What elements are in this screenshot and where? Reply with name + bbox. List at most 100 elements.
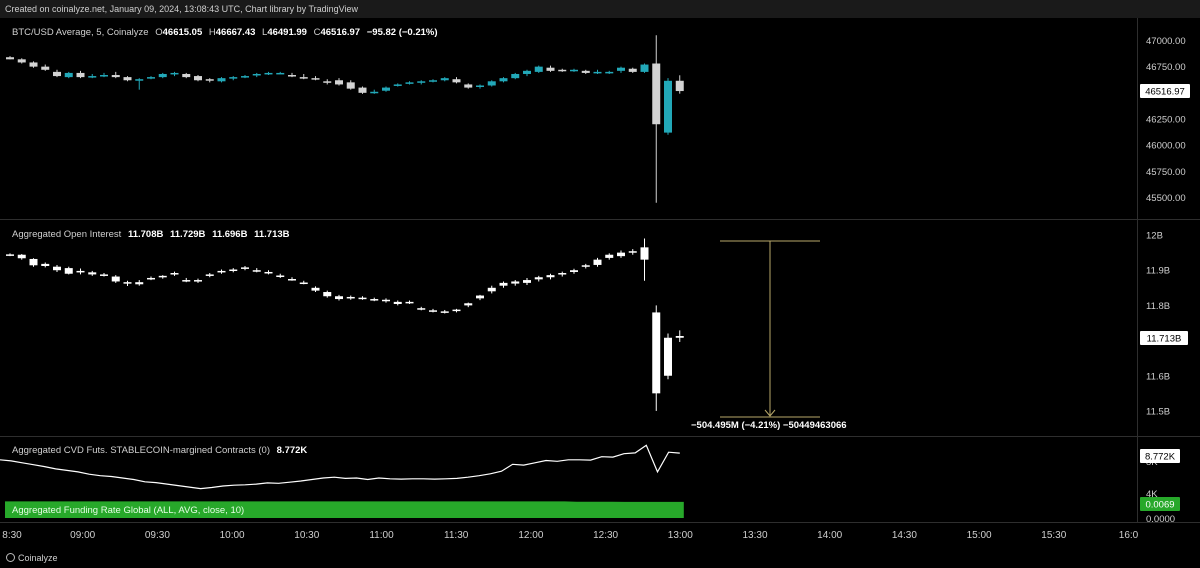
price-title: BTC/USD Average, 5, Coinalyze [12, 27, 149, 38]
oi-candle-body [41, 263, 50, 266]
price-candle-body [205, 79, 214, 81]
chart-area[interactable]: 45500.0045750.0046000.0046250.0046500.00… [0, 18, 1200, 549]
oi-candle-body [593, 259, 602, 265]
oi-title: Aggregated Open Interest [12, 229, 122, 240]
svg-text:Aggregated Open Interest: Aggregated Open Interest 11.708B 11.729B… [12, 229, 290, 240]
price-candle-body [6, 57, 14, 60]
price-candle-body [393, 84, 402, 86]
price-candle-body [358, 87, 367, 93]
oi-candle-body [358, 297, 367, 300]
oi-candle-body [88, 272, 97, 275]
price-candle-body [534, 66, 543, 72]
price-candle-body [546, 67, 555, 71]
time-tick-label: 11:00 [369, 530, 394, 541]
price-last-label: 46516.97 [1145, 87, 1185, 98]
price-candle-body [570, 69, 578, 72]
oi-candle-body [194, 280, 202, 282]
price-high-label: H [209, 27, 216, 38]
cvd-last-label: 8.772K [1145, 452, 1176, 463]
price-candle-body [499, 78, 508, 82]
oi-candle-body [111, 276, 120, 282]
oi-candle-body [6, 254, 14, 256]
price-candle-body [29, 62, 38, 67]
oi-candle-body [499, 282, 508, 286]
price-low: 46491.99 [267, 27, 307, 38]
oi-candle-body [158, 275, 167, 278]
price-candle-body [170, 72, 179, 75]
price-candle-body [617, 67, 625, 71]
time-tick-label: 14:30 [892, 530, 917, 541]
price-high: 46667.43 [216, 27, 256, 38]
oi-candle-body [640, 247, 649, 260]
time-tick-label: 13:00 [668, 530, 693, 541]
oi-last-badge: 11.713B [1140, 331, 1188, 345]
oi-tick-label: 11.9B [1146, 266, 1170, 277]
price-candle-body [405, 82, 414, 84]
oi-candle-body [523, 280, 531, 283]
svg-text:Aggregated CVD Futs. STABLECOI: Aggregated CVD Futs. STABLECOIN-margined… [12, 445, 307, 456]
price-candle-body [264, 72, 273, 75]
price-open-label: O [155, 27, 162, 38]
price-candle-body [664, 80, 672, 133]
oi-candle-body [264, 271, 273, 274]
oi-candle-body [617, 252, 625, 257]
funding-last-label: 0.0069 [1145, 500, 1174, 511]
price-candle-body [194, 76, 202, 81]
price-candle-body [64, 72, 73, 78]
price-candle-body [346, 82, 355, 89]
time-tick-label: 14:00 [817, 530, 842, 541]
oi-candle-body [429, 310, 437, 312]
oi-candle-body [546, 275, 555, 278]
price-candle-body [241, 76, 249, 78]
footer-brand: Coinalyze [18, 553, 58, 563]
cvd-title: Aggregated CVD Futs. STABLECOIN-margined… [12, 445, 270, 456]
funding-area [5, 501, 684, 518]
price-candle-body [593, 71, 602, 74]
price-close-label: C [314, 27, 321, 38]
oi-candle-body [605, 254, 614, 258]
oi-candle-body [511, 281, 520, 284]
price-candle-body [252, 73, 261, 76]
cvd-y-axis: 8K 4K [1146, 457, 1158, 500]
price-tick-label: 46000.00 [1146, 141, 1186, 152]
oi-measure-label: −504.495M (−4.21%) −504494630​66 [691, 420, 847, 431]
oi-last-label: 11.713B [1147, 334, 1182, 345]
oi-candle-body [652, 312, 661, 394]
price-candle-body [640, 64, 649, 72]
price-last-badge: 46516.97 [1140, 84, 1190, 98]
oi-candle-body [205, 274, 214, 276]
price-open: 46615.05 [163, 27, 203, 38]
price-candle-body [100, 75, 108, 77]
oi-candle-body [100, 274, 108, 276]
oi-candle-body [147, 277, 155, 280]
oi-candle-body [393, 301, 402, 304]
price-candle-body [511, 73, 520, 79]
oi-close: 11.713B [254, 229, 290, 240]
time-tick-label: 10:30 [294, 530, 319, 541]
time-tick-label: 10:00 [220, 530, 245, 541]
oi-candle-body [123, 282, 132, 284]
cvd-last-badge: 8.772K [1140, 449, 1180, 463]
oi-tick-label: 11.6B [1146, 371, 1170, 382]
oi-candle-body [628, 251, 637, 253]
price-candle-body [288, 75, 296, 77]
svg-text:BTC/USD Average, 5, Coinalyze: BTC/USD Average, 5, Coinalyze O46615.05 … [12, 27, 438, 38]
oi-candle-body [53, 266, 61, 271]
price-candle-body [229, 77, 238, 79]
time-axis: 8:30 09:00 09:30 10:00 10:30 11:00 11:30 12:00 1… [2, 530, 1138, 541]
cvd-line [0, 444, 680, 490]
oi-candle-body [323, 292, 332, 297]
price-close: 46516.97 [320, 27, 360, 38]
oi-candle-body [370, 299, 379, 301]
price-candle-body [111, 75, 120, 78]
oi-candle-body [382, 299, 390, 302]
footer: Coinalyze [0, 549, 1200, 568]
price-candle-body [452, 79, 461, 83]
price-tick-label: 47000.00 [1146, 36, 1186, 47]
oi-candle-body [288, 279, 296, 281]
oi-candle-body [534, 277, 543, 280]
time-tick-label: 12:30 [593, 530, 618, 541]
oi-measure-tool[interactable]: −504.495M (−4.21%) −504494630​66 [691, 240, 847, 431]
price-candle-body [158, 73, 167, 78]
price-candle-body [487, 81, 496, 86]
